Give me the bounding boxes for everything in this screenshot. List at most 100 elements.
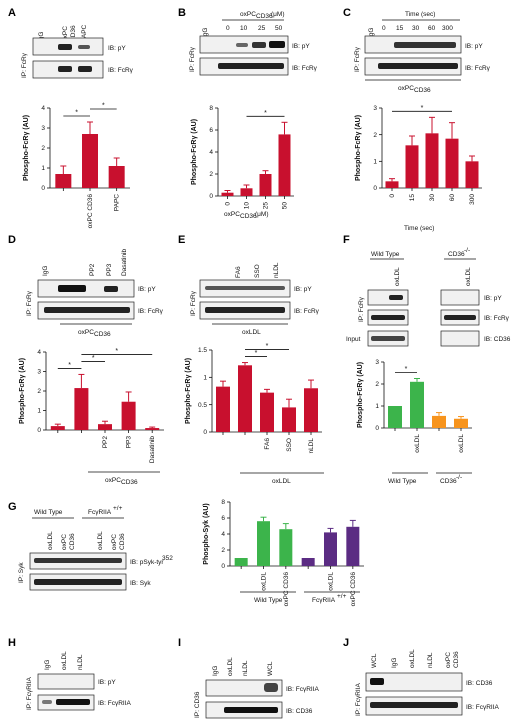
ib-label: IB: pY	[98, 679, 116, 686]
blot-strip	[365, 672, 463, 692]
x-tick-label: PP2	[102, 436, 109, 449]
y-tick-label: 4	[221, 531, 225, 538]
lane-subscript: CD36	[70, 25, 77, 42]
bar	[405, 145, 419, 188]
band	[58, 44, 72, 50]
bar	[240, 188, 253, 196]
y-tick-label: 2	[37, 388, 41, 395]
lane-label: IgG	[212, 666, 219, 676]
chart-group-labels: oxPC CD36 (μM) Time (sec) oxPC CD36 oxLD…	[88, 211, 472, 604]
band	[34, 558, 122, 563]
oxpc-label: oxPC	[240, 11, 256, 18]
y-tick-label: 4	[37, 349, 41, 356]
ib-label: IB: FcγRIIA	[466, 704, 500, 711]
lane-label: IgG	[42, 266, 49, 276]
chart-b-xlabel-unit: (μM)	[255, 211, 269, 218]
x-tick-label: 0	[225, 202, 232, 206]
band	[252, 42, 266, 48]
lane-subscript: CD36	[119, 533, 126, 550]
bar	[385, 181, 399, 188]
bar	[279, 529, 293, 566]
x-tick-label: oxPC CD36	[87, 194, 94, 229]
band	[269, 41, 285, 48]
bar	[216, 386, 230, 432]
sig-star: *	[405, 366, 408, 373]
sig-star: *	[115, 348, 118, 355]
bar	[410, 381, 424, 428]
bar	[145, 428, 160, 430]
lane-label: 30	[412, 25, 420, 32]
y-axis-label: Phospho-FcRγ (AU)	[357, 362, 364, 428]
y-tick-label: 0	[37, 427, 41, 434]
blot-strip	[440, 289, 480, 306]
bar	[82, 134, 98, 188]
bar	[301, 558, 315, 566]
bar	[346, 526, 360, 566]
blot-strip	[205, 679, 283, 697]
band	[104, 286, 118, 292]
oxpc-subscript: CD36	[256, 13, 273, 20]
sig-star: *	[92, 355, 95, 362]
lane-label: 15	[396, 25, 404, 32]
lane-label: IgG	[202, 28, 209, 38]
chart-d-group: oxPC	[105, 477, 121, 484]
chart-a: 0 1 2 3 4 Phospho-FcRγ (AU) oxPC CD36 PAPC * *	[23, 103, 130, 229]
sig-star: *	[266, 343, 269, 350]
y-tick-label: 4	[41, 105, 45, 112]
blot-strip	[440, 330, 480, 347]
band	[370, 678, 384, 685]
band	[218, 63, 284, 69]
bar	[425, 133, 439, 188]
ib-label: IB: FcRγ	[294, 308, 320, 315]
wt-label: Wild Type	[371, 251, 400, 258]
y-tick-label: 2	[375, 381, 379, 388]
y-tick-label: 3	[37, 369, 41, 376]
blot-j: WCL IgG oxLDL nLDL oxPC CD36 IB: CD36 IB…	[355, 649, 500, 716]
lane-label: FA6	[235, 266, 242, 278]
oxpc-label: oxPC	[78, 329, 94, 336]
lane-label: oxPC	[61, 534, 68, 550]
ib-label: IB: CD36	[466, 680, 493, 687]
y-tick-label: 2	[221, 547, 225, 554]
band	[236, 43, 248, 47]
ib-label: IB: FcγRIIA	[286, 686, 320, 693]
unit-label: (μM)	[271, 11, 285, 18]
x-tick-label: 10	[244, 202, 251, 210]
x-tick-label: oxLDL	[261, 572, 268, 591]
y-tick-label: 2	[373, 132, 377, 139]
chart-d: 0 1 2 3 4 Phospho-FcRγ (AU) PP2 PP3 Dasatinib * * *	[19, 348, 164, 463]
y-axis-label: Phospho-Syk (AU)	[203, 503, 210, 564]
ip-label: IP: Syk	[18, 562, 25, 583]
lane-label: oxLDL	[61, 651, 68, 670]
sig-star: *	[68, 362, 71, 369]
oxldl-label: oxLDL	[242, 329, 261, 336]
x-tick-label: 25	[263, 202, 270, 210]
ib-label: IB: FcRγ	[484, 315, 510, 322]
oxpc-subscript: CD36	[414, 87, 431, 94]
x-tick-label: 0	[389, 194, 396, 198]
ib-label: IB: pY	[294, 286, 312, 293]
y-tick-label: 3	[373, 105, 377, 112]
panel-label-a: A	[8, 7, 16, 19]
lane-subscript: CD36	[69, 533, 76, 550]
band	[444, 315, 476, 320]
panel-label-g: G	[8, 501, 17, 513]
panel-label-e: E	[178, 234, 185, 246]
x-tick-label: 15	[409, 194, 416, 202]
input-label: Input	[346, 336, 361, 343]
blot-h: IgG oxLDL nLDL IB: pY IB: FcγRIIA IP: Fc…	[26, 651, 132, 711]
bar-charts: 0 1 2 3 4 Phospho-FcRγ (AU) oxPC CD36 PAPC * * 0 2 4…	[19, 103, 482, 606]
band	[34, 579, 122, 585]
band	[371, 315, 405, 320]
band	[370, 702, 458, 708]
y-tick-label: 1	[37, 408, 41, 415]
sig-star: *	[102, 103, 105, 110]
chart-g: 0 2 4 6 8 Phospho-Syk (AU) oxLDL oxPC CD36 oxLDL…	[203, 499, 364, 606]
ib-superscript: 352	[162, 555, 173, 562]
ip-label: IP: FcγRIIA	[355, 682, 362, 716]
band	[42, 700, 52, 704]
bar	[324, 532, 337, 566]
chart-b-xlabel: oxPC	[224, 211, 240, 218]
panel-label-c: C	[343, 7, 351, 19]
lane-label: oxLDL	[227, 657, 234, 676]
